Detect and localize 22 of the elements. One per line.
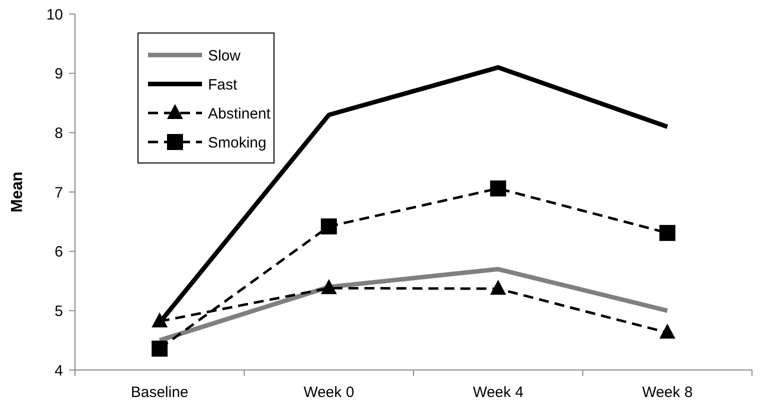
point — [320, 218, 337, 234]
legend-label: Slow — [208, 47, 241, 64]
y-tick-label: 9 — [54, 66, 63, 83]
x-tick-label: Baseline — [130, 384, 188, 401]
y-tick-label: 4 — [54, 362, 63, 380]
y-tick-label: 5 — [54, 302, 63, 320]
point — [490, 280, 506, 295]
point — [490, 180, 506, 196]
x-tick-label: Week 0 — [304, 384, 354, 401]
x-tick-label: Week 4 — [472, 384, 524, 401]
x-tick-label: Week 8 — [642, 384, 693, 401]
y-tick-label: 8 — [54, 124, 63, 142]
y-tick-label: 6 — [54, 244, 63, 261]
legend-label: Smoking — [208, 134, 266, 152]
point — [659, 224, 676, 241]
point — [320, 279, 337, 294]
y-tick-label: 7 — [54, 184, 63, 202]
point — [659, 324, 676, 339]
y-tick-label: 10 — [46, 6, 63, 24]
y-axis-title: Mean — [9, 172, 26, 212]
legend-label: Abstinent — [208, 105, 272, 122]
legend-label: Fast — [208, 76, 238, 94]
